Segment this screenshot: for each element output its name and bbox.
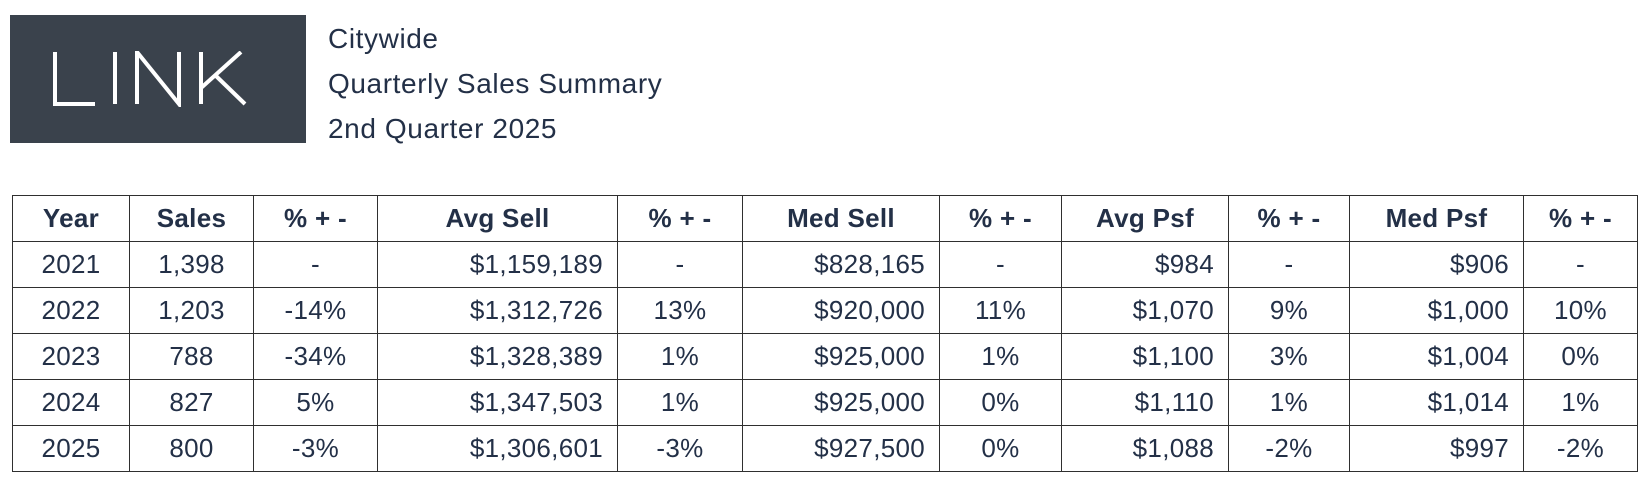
table-cell: 11% xyxy=(939,287,1062,334)
report-header: Citywide Quarterly Sales Summary 2nd Qua… xyxy=(10,15,1648,151)
column-header: % + - xyxy=(1228,195,1350,242)
table-cell: $1,070 xyxy=(1061,287,1229,334)
column-header: Avg Sell xyxy=(377,195,618,242)
table-cell: $1,306,601 xyxy=(377,425,618,472)
table-cell: $1,328,389 xyxy=(377,333,618,380)
column-header: % + - xyxy=(253,195,378,242)
report-title-line2: Quarterly Sales Summary xyxy=(328,68,663,99)
column-header: % + - xyxy=(1523,195,1638,242)
table-cell: 788 xyxy=(129,333,254,380)
table-cell: 0% xyxy=(939,379,1062,426)
table-cell: 0% xyxy=(939,425,1062,472)
table-cell: 1,398 xyxy=(129,241,254,288)
table-cell: 5% xyxy=(253,379,378,426)
table-cell: -14% xyxy=(253,287,378,334)
quarterly-sales-table: Year Sales% + - Avg Sell% + - Med Sell% + -… xyxy=(12,195,1638,472)
table-cell: -34% xyxy=(253,333,378,380)
table-cell: $906 xyxy=(1349,241,1524,288)
table-cell: $1,159,189 xyxy=(377,241,618,288)
table-cell: 1% xyxy=(617,379,743,426)
table-row: 2024 827 5% $1,347,503 1% $925,000 0% $1,110 1% $… xyxy=(12,379,1638,426)
table-cell: - xyxy=(939,241,1062,288)
table-cell: 1% xyxy=(617,333,743,380)
table-cell: $920,000 xyxy=(742,287,940,334)
table-cell: $927,500 xyxy=(742,425,940,472)
link-logo xyxy=(10,15,306,143)
table-cell: -2% xyxy=(1228,425,1350,472)
link-logo-icon xyxy=(52,51,246,107)
table-cell: $984 xyxy=(1061,241,1229,288)
column-header: Year xyxy=(12,195,130,242)
table-cell: - xyxy=(1523,241,1638,288)
table-cell: 827 xyxy=(129,379,254,426)
table-cell: 1,203 xyxy=(129,287,254,334)
column-header: Med Sell xyxy=(742,195,940,242)
table-cell: 0% xyxy=(1523,333,1638,380)
table-cell: 800 xyxy=(129,425,254,472)
table-cell: $828,165 xyxy=(742,241,940,288)
table-cell: - xyxy=(1228,241,1350,288)
table-cell: 9% xyxy=(1228,287,1350,334)
table-cell: $1,110 xyxy=(1061,379,1229,426)
table-cell: $1,014 xyxy=(1349,379,1524,426)
table-cell: 2021 xyxy=(12,241,130,288)
table-cell: 2024 xyxy=(12,379,130,426)
table-cell: 2023 xyxy=(12,333,130,380)
report-title-line3: 2nd Quarter 2025 xyxy=(328,113,558,144)
table-header-row: Year Sales% + - Avg Sell% + - Med Sell% + -… xyxy=(12,195,1638,242)
table-cell: 1% xyxy=(939,333,1062,380)
column-header: Sales xyxy=(129,195,254,242)
table-cell: $925,000 xyxy=(742,333,940,380)
table-cell: $997 xyxy=(1349,425,1524,472)
table-cell: $1,312,726 xyxy=(377,287,618,334)
table-cell: -2% xyxy=(1523,425,1638,472)
report-title-block: Citywide Quarterly Sales Summary 2nd Qua… xyxy=(328,15,662,151)
table-row: 2022 1,203 -14% $1,312,726 13% $920,000 11% $1,… xyxy=(12,287,1638,334)
table-cell: 2022 xyxy=(12,287,130,334)
table-cell: $1,088 xyxy=(1061,425,1229,472)
table-cell: 1% xyxy=(1228,379,1350,426)
table-row: 2023 788 -34% $1,328,389 1% $925,000 1% $1,100 3… xyxy=(12,333,1638,380)
table-cell: 10% xyxy=(1523,287,1638,334)
table-cell: 2025 xyxy=(12,425,130,472)
table-cell: $1,100 xyxy=(1061,333,1229,380)
column-header: % + - xyxy=(939,195,1062,242)
column-header: % + - xyxy=(617,195,743,242)
table-cell: $1,347,503 xyxy=(377,379,618,426)
table-cell: 3% xyxy=(1228,333,1350,380)
column-header: Med Psf xyxy=(1349,195,1524,242)
table-cell: $1,000 xyxy=(1349,287,1524,334)
table-cell: $925,000 xyxy=(742,379,940,426)
table-cell: 13% xyxy=(617,287,743,334)
table-cell: - xyxy=(617,241,743,288)
report-title-line1: Citywide xyxy=(328,23,439,54)
table-row: 2021 1,398- $1,159,189- $828,165- $984- $906- xyxy=(12,241,1638,288)
table-cell: -3% xyxy=(253,425,378,472)
column-header: Avg Psf xyxy=(1061,195,1229,242)
table-cell: - xyxy=(253,241,378,288)
table-cell: -3% xyxy=(617,425,743,472)
table-row: 2025 800 -3% $1,306,601 -3% $927,500 0% $1,088-… xyxy=(12,425,1638,472)
table-cell: 1% xyxy=(1523,379,1638,426)
table-cell: $1,004 xyxy=(1349,333,1524,380)
